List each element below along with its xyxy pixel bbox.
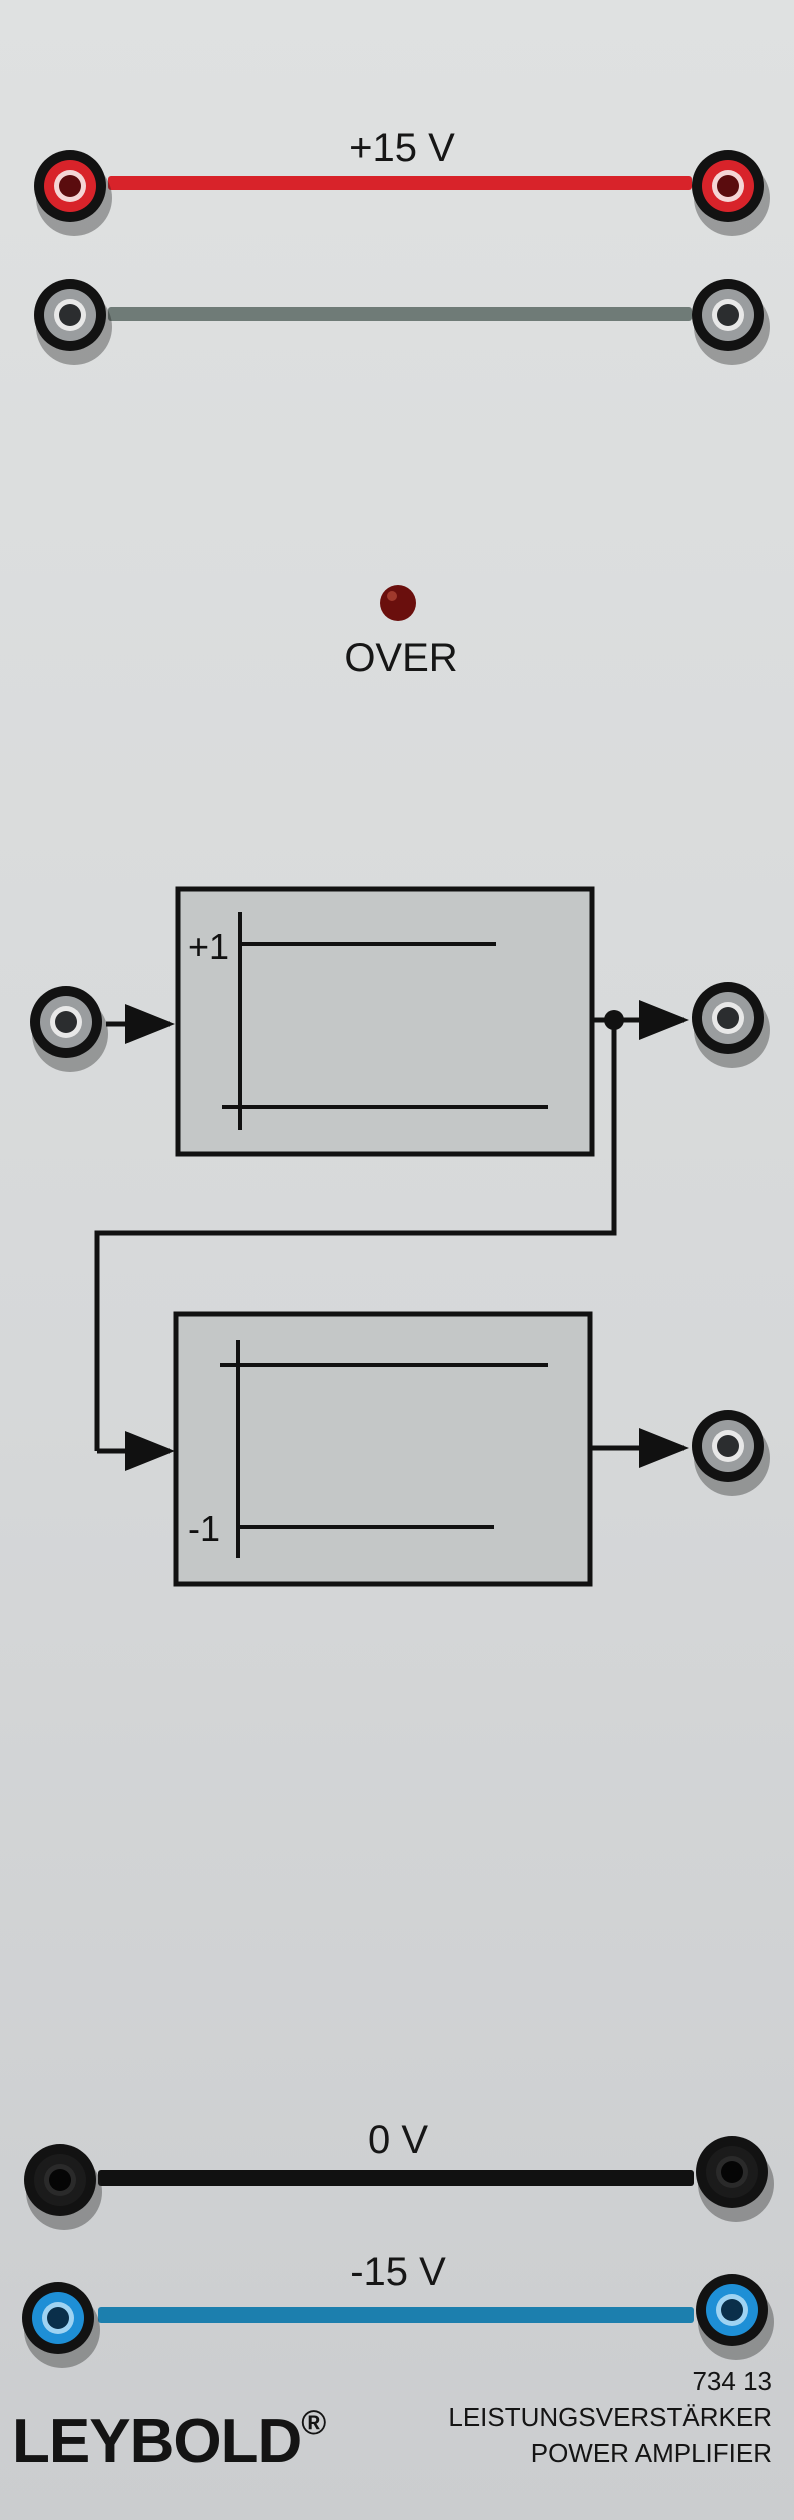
- amplifier-plus-box: [175, 886, 595, 1157]
- jack-hole: [55, 1011, 77, 1033]
- rail-label-neg15: -15 V: [350, 2250, 446, 2294]
- wire-feed-loop: [94, 1020, 617, 1451]
- product-name-en: POWER AMPLIFIER: [530, 2438, 772, 2468]
- rail-label-zero: 0 V: [367, 2118, 429, 2162]
- brand-mark: ®: [301, 2404, 326, 2443]
- jack-hole: [721, 2299, 743, 2321]
- amp-plus-gain-label: +1: [188, 926, 230, 967]
- jack-output-minus[interactable]: [692, 1410, 770, 1496]
- product-number: 734 13: [692, 2366, 772, 2396]
- brand-logo: LEYBOLD®: [12, 2404, 326, 2477]
- jack-zero-right[interactable]: [696, 2136, 774, 2222]
- jack-hole: [717, 304, 739, 326]
- product-name-de: LEISTUNGSVERSTÄRKER: [448, 2402, 772, 2432]
- jack-pos15-left[interactable]: [34, 150, 112, 236]
- jack-output-plus[interactable]: [692, 982, 770, 1068]
- led-over: [380, 585, 416, 621]
- jack-neg15-right[interactable]: [696, 2274, 774, 2360]
- jack-hole: [717, 1435, 739, 1457]
- led-highlight: [387, 591, 397, 601]
- jack-zero-left[interactable]: [24, 2144, 102, 2230]
- jack-hole: [49, 2169, 71, 2191]
- jack-gnd-top-left[interactable]: [34, 279, 112, 365]
- amp-minus-gain-label: -1: [188, 1508, 221, 1549]
- rail-label-pos15: +15 V: [349, 126, 455, 170]
- jack-input[interactable]: [30, 986, 108, 1072]
- jack-hole: [721, 2161, 743, 2183]
- rail-line-pos15: [108, 176, 692, 190]
- jack-hole: [717, 175, 739, 197]
- jack-pos15-right[interactable]: [692, 150, 770, 236]
- jack-gnd-top-right[interactable]: [692, 279, 770, 365]
- brand-name: LEYBOLD: [12, 2407, 302, 2476]
- jack-hole: [59, 175, 81, 197]
- jack-neg15-left[interactable]: [22, 2282, 100, 2368]
- amplifier-minus-box: [173, 1311, 593, 1587]
- jack-hole: [47, 2307, 69, 2329]
- jack-hole: [59, 304, 81, 326]
- rail-line-zero: [98, 2170, 694, 2186]
- rail-line-neg15: [98, 2307, 694, 2323]
- rail-line-gnd-top: [108, 307, 692, 321]
- led-label: OVER: [344, 636, 458, 680]
- jack-hole: [717, 1007, 739, 1029]
